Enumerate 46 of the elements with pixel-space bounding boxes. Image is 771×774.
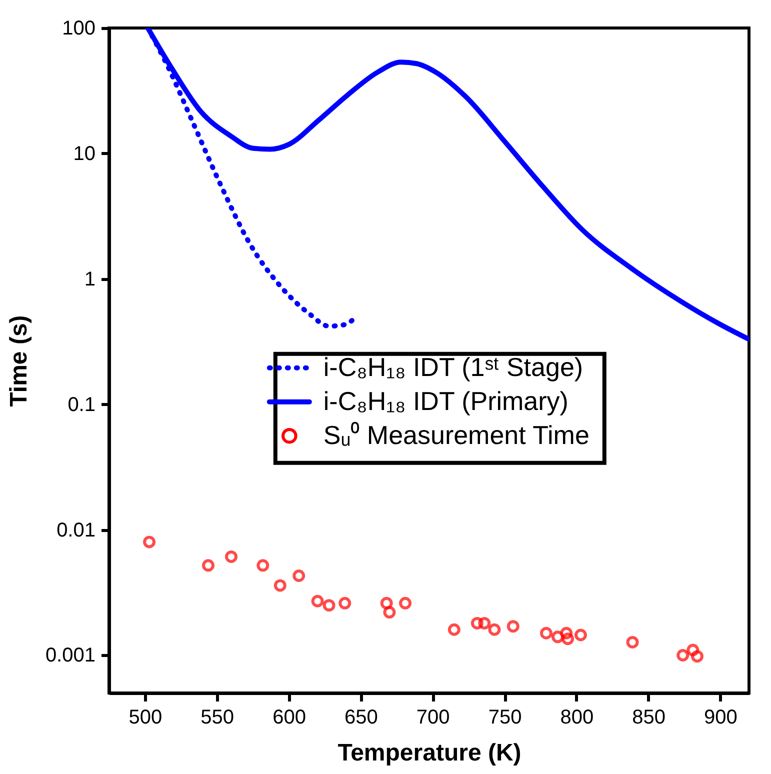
point: [380, 596, 393, 610]
x-tick-label: 800: [560, 706, 594, 728]
point: [338, 596, 352, 610]
y-tick-label: 0.1: [68, 394, 96, 416]
point: [690, 650, 704, 663]
point: [256, 559, 270, 572]
x-tick-label: 750: [488, 706, 522, 728]
y-tick-label: 100: [62, 18, 96, 40]
point: [143, 536, 156, 548]
point: [506, 620, 520, 633]
point: [225, 550, 238, 563]
point: [383, 606, 396, 619]
point: [626, 636, 639, 648]
point: [540, 626, 552, 640]
x-axis-title: Temperature (K): [338, 740, 522, 766]
point: [399, 596, 412, 610]
y-tick-label: 0.001: [45, 644, 96, 667]
point: [311, 594, 324, 608]
x-tick-label: 850: [632, 706, 666, 728]
point: [274, 579, 286, 592]
y-tick-label: 10: [73, 142, 96, 165]
x-tick-label: 700: [416, 706, 450, 728]
legend-label: i-C₈H₁₈ IDT (Primary): [323, 386, 568, 416]
x-tick-label: 500: [128, 706, 162, 728]
point: [676, 649, 690, 662]
point: [478, 616, 491, 630]
point: [551, 630, 564, 644]
point: [322, 599, 336, 612]
point: [686, 644, 700, 656]
point: [448, 623, 460, 636]
point: [560, 626, 573, 640]
y-tick-label: 1: [84, 268, 96, 290]
x-tick-label: 550: [200, 706, 234, 728]
point: [470, 616, 484, 630]
point: [292, 570, 306, 582]
x-tick-label: 650: [344, 706, 378, 728]
legend-label: Sᵤ⁰ Measurement Time: [323, 420, 590, 450]
point: [202, 559, 214, 572]
legend-label: i-C₈H₁₈ IDT (1ˢᵗ Stage): [323, 352, 584, 382]
point: [562, 632, 574, 646]
y-tick-label: 0.01: [56, 519, 96, 542]
x-tick-label: 900: [704, 706, 738, 728]
point: [574, 628, 587, 642]
point: [488, 623, 501, 636]
y-axis-title: Time (s): [5, 315, 32, 407]
x-tick-label: 600: [272, 706, 306, 728]
